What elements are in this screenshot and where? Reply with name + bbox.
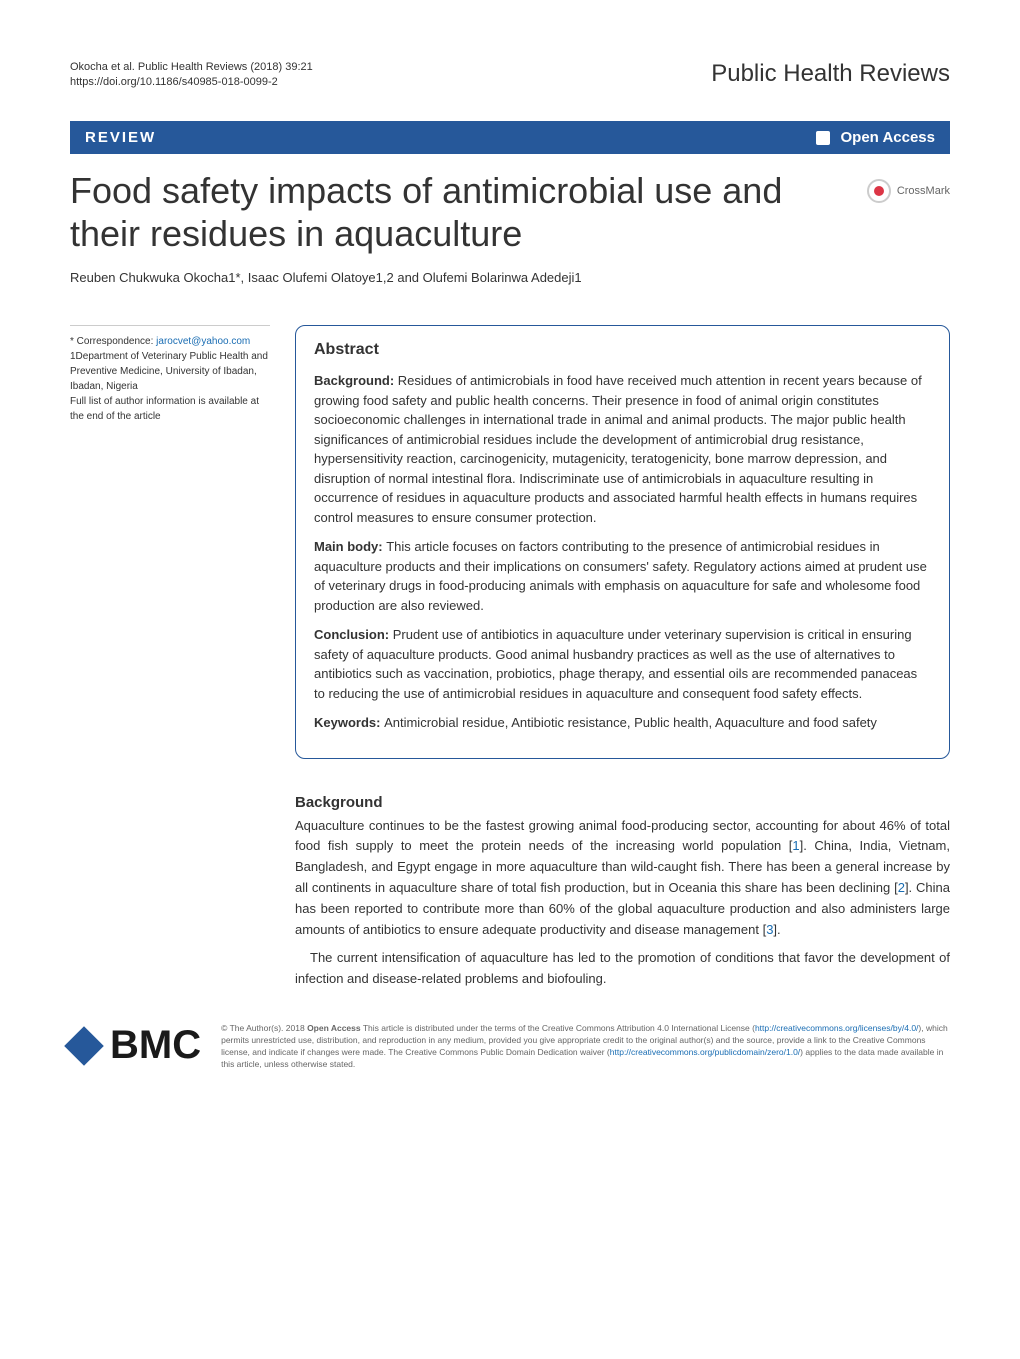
correspondence-prefix: * Correspondence:: [70, 336, 156, 347]
abstract-conclusion: Conclusion: Prudent use of antibiotics i…: [314, 625, 931, 703]
ref-link-2[interactable]: 2: [898, 880, 905, 895]
correspondence-email[interactable]: jarocvet@yahoo.com: [156, 336, 250, 347]
license-url-2[interactable]: http://creativecommons.org/publicdomain/…: [610, 1047, 800, 1057]
citation-block: Okocha et al. Public Health Reviews (201…: [70, 60, 313, 91]
correspondence-block: * Correspondence: jarocvet@yahoo.com 1De…: [70, 325, 270, 424]
review-bar: REVIEW Open Access: [70, 121, 950, 154]
title-row: Food safety impacts of antimicrobial use…: [70, 169, 950, 270]
page-container: Okocha et al. Public Health Reviews (201…: [0, 0, 1020, 1111]
journal-name: Public Health Reviews: [711, 60, 950, 88]
ref-link-1[interactable]: 1: [792, 838, 799, 853]
review-label: REVIEW: [85, 129, 156, 146]
abstract-mainbody-text: This article focuses on factors contribu…: [314, 539, 927, 613]
correspondence-note: Full list of author information is avail…: [70, 394, 270, 424]
body-paragraph-2: The current intensification of aquacultu…: [295, 948, 950, 990]
para1-part4: ].: [773, 922, 780, 937]
license-part1: © The Author(s). 2018: [221, 1023, 307, 1033]
background-heading: Background: [295, 794, 950, 811]
abstract-keywords: Keywords: Antimicrobial residue, Antibio…: [314, 713, 931, 733]
right-column: Abstract Background: Residues of antimic…: [295, 325, 950, 998]
bmc-square-icon: [64, 1026, 104, 1066]
citation-line-1: Okocha et al. Public Health Reviews (201…: [70, 60, 313, 75]
abstract-mainbody-label: Main body:: [314, 539, 386, 554]
abstract-keywords-text: Antimicrobial residue, Antibiotic resist…: [384, 715, 877, 730]
open-access-text: Open Access: [841, 129, 936, 146]
header-row: Okocha et al. Public Health Reviews (201…: [70, 60, 950, 91]
license-part2: This article is distributed under the te…: [361, 1023, 755, 1033]
license-text: © The Author(s). 2018 Open Access This a…: [221, 1023, 950, 1071]
abstract-heading: Abstract: [314, 341, 931, 359]
open-access-icon: [816, 131, 830, 145]
abstract-box: Abstract Background: Residues of antimic…: [295, 325, 950, 759]
bmc-logo: BMC: [70, 1023, 201, 1068]
abstract-conclusion-label: Conclusion:: [314, 627, 393, 642]
left-column: * Correspondence: jarocvet@yahoo.com 1De…: [70, 325, 270, 998]
authors-line: Reuben Chukwuka Okocha1*, Isaac Olufemi …: [70, 270, 950, 285]
abstract-background-label: Background:: [314, 373, 398, 388]
license-url-1[interactable]: http://creativecommons.org/licenses/by/4…: [755, 1023, 918, 1033]
two-column-layout: * Correspondence: jarocvet@yahoo.com 1De…: [70, 325, 950, 998]
citation-line-2: https://doi.org/10.1186/s40985-018-0099-…: [70, 75, 313, 90]
abstract-background: Background: Residues of antimicrobials i…: [314, 371, 931, 527]
crossmark-label: CrossMark: [897, 185, 950, 197]
abstract-mainbody: Main body: This article focuses on facto…: [314, 537, 931, 615]
open-access-label: Open Access: [816, 129, 935, 146]
abstract-background-text: Residues of antimicrobials in food have …: [314, 373, 922, 525]
footer-row: BMC © The Author(s). 2018 Open Access Th…: [70, 1023, 950, 1071]
crossmark-icon: [867, 179, 891, 203]
abstract-conclusion-text: Prudent use of antibiotics in aquacultur…: [314, 627, 917, 701]
bmc-label: BMC: [110, 1023, 201, 1068]
abstract-keywords-label: Keywords:: [314, 715, 384, 730]
correspondence-affiliation: 1Department of Veterinary Public Health …: [70, 349, 270, 394]
license-bold: Open Access: [307, 1023, 361, 1033]
article-title: Food safety impacts of antimicrobial use…: [70, 169, 847, 255]
crossmark-badge[interactable]: CrossMark: [867, 179, 950, 203]
body-paragraph-1: Aquaculture continues to be the fastest …: [295, 816, 950, 941]
